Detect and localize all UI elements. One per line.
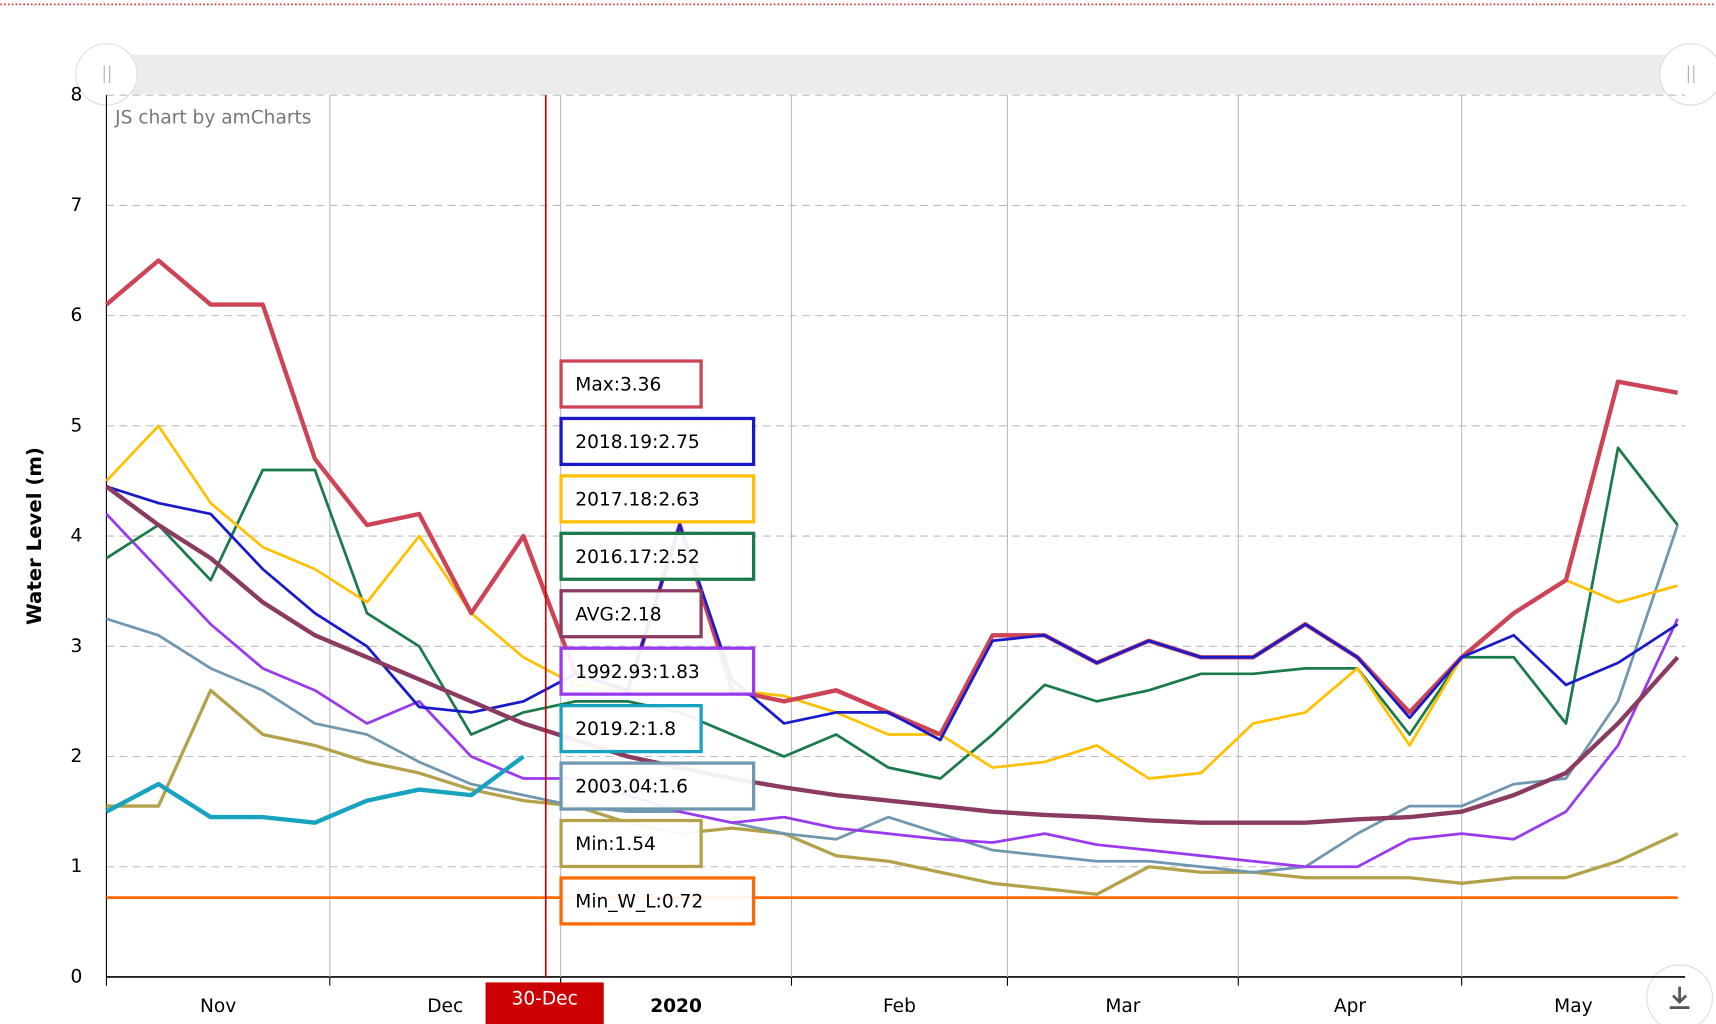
series-line bbox=[105, 485, 1679, 742]
x-tick-label: Feb bbox=[883, 996, 916, 1017]
y-tick-label: 1 bbox=[71, 856, 83, 877]
balloon bbox=[559, 359, 703, 409]
series-line bbox=[105, 424, 1679, 780]
y-tick-label: 3 bbox=[71, 636, 83, 657]
balloon bbox=[559, 704, 703, 754]
series-line bbox=[105, 754, 525, 825]
balloon-label: 2019.2:1.8 bbox=[575, 719, 676, 740]
y-tick-label: 6 bbox=[71, 305, 83, 326]
balloon-label: 1992.93:1.83 bbox=[575, 662, 699, 683]
series-line bbox=[105, 524, 1679, 874]
balloon bbox=[559, 589, 703, 639]
scroll-grip-right[interactable] bbox=[1659, 43, 1716, 106]
series-line bbox=[105, 446, 1679, 780]
balloon-label: AVG:2.18 bbox=[575, 604, 661, 625]
y-tick-label: 7 bbox=[71, 195, 83, 216]
balloon-label: 2018.19:2.75 bbox=[575, 432, 699, 453]
balloon-label: Max:3.36 bbox=[575, 375, 661, 396]
y-tick-label: 0 bbox=[71, 966, 83, 987]
y-tick-label: 8 bbox=[71, 85, 83, 106]
series-line bbox=[105, 484, 1680, 825]
balloon-label: 2017.18:2.63 bbox=[575, 489, 699, 510]
balloon-label: Min_W_L:0.72 bbox=[575, 892, 703, 913]
y-tick-label: 5 bbox=[71, 415, 83, 436]
balloon-label: Min:1.54 bbox=[575, 834, 656, 855]
balloon bbox=[559, 531, 756, 581]
balloon bbox=[559, 876, 756, 926]
x-tick-label: May bbox=[1554, 996, 1592, 1017]
balloon bbox=[559, 818, 703, 869]
balloon bbox=[559, 646, 756, 696]
series-line bbox=[105, 513, 1679, 869]
balloon bbox=[559, 416, 756, 467]
y-tick-label: 2 bbox=[71, 746, 83, 767]
credit: JS chart by amCharts bbox=[114, 108, 311, 129]
y-tick-label: 4 bbox=[71, 526, 83, 547]
x-tick-label: 2020 bbox=[650, 996, 702, 1017]
scroll-grip-left[interactable] bbox=[75, 43, 138, 106]
x-tick-label: Nov bbox=[200, 996, 236, 1017]
y-axis-label: Water Level (m) bbox=[23, 447, 46, 625]
cursor-label: 30-Dec bbox=[512, 988, 578, 1009]
balloon-label: 2003.04:1.6 bbox=[575, 777, 688, 798]
balloon bbox=[559, 761, 756, 811]
x-tick-label: Dec bbox=[427, 996, 463, 1017]
series-line bbox=[104, 258, 1679, 737]
balloon-label: 2016.17:2.52 bbox=[575, 547, 699, 568]
series-line bbox=[106, 688, 1679, 896]
balloon bbox=[559, 474, 756, 524]
scrollbar[interactable] bbox=[106, 54, 1691, 95]
download-button[interactable] bbox=[1646, 964, 1713, 1024]
cursor-label-bg bbox=[485, 982, 604, 1024]
x-tick-label: Apr bbox=[1334, 996, 1367, 1017]
x-tick-label: Mar bbox=[1105, 996, 1140, 1017]
